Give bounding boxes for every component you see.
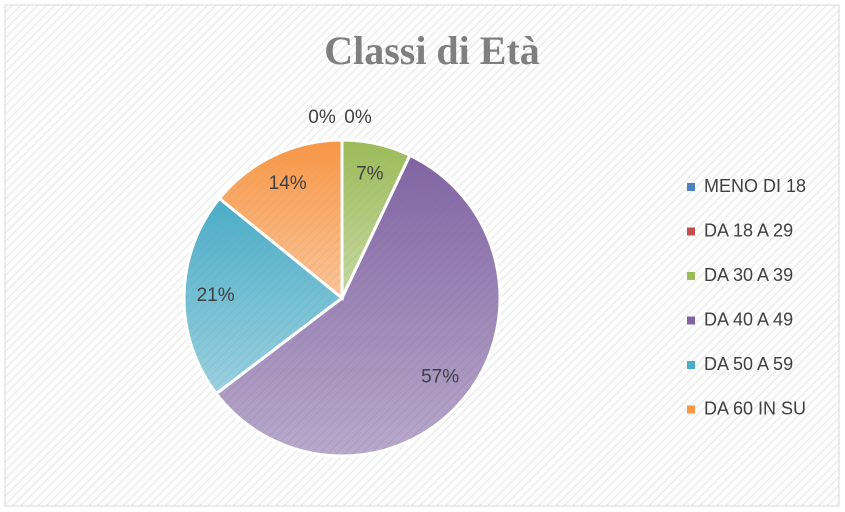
data-label: 14% (269, 173, 307, 194)
legend-label: MENO DI 18 (704, 176, 806, 196)
legend-marker (687, 316, 695, 325)
legend-label: DA 60 IN SU (704, 398, 806, 418)
legend-marker (687, 361, 695, 369)
chart-title: Classi di Età (324, 28, 540, 73)
pie-slice (217, 138, 344, 302)
data-label: 7% (356, 164, 384, 185)
data-label: 0% (308, 107, 336, 128)
legend-label: DA 40 A 49 (704, 309, 793, 329)
legend-label: DA 50 A 59 (704, 354, 793, 374)
data-label: 57% (421, 367, 459, 388)
legend-marker (687, 227, 695, 236)
pie-slice (182, 196, 345, 396)
legend-marker (687, 183, 695, 191)
legend-label: DA 18 A 29 (704, 220, 793, 240)
legend-label: DA 30 A 39 (704, 265, 793, 285)
pie-slice (214, 153, 502, 458)
data-label: 0% (344, 107, 372, 128)
legend-marker (687, 272, 695, 280)
data-label: 21% (197, 285, 235, 306)
legend-marker (687, 405, 695, 414)
